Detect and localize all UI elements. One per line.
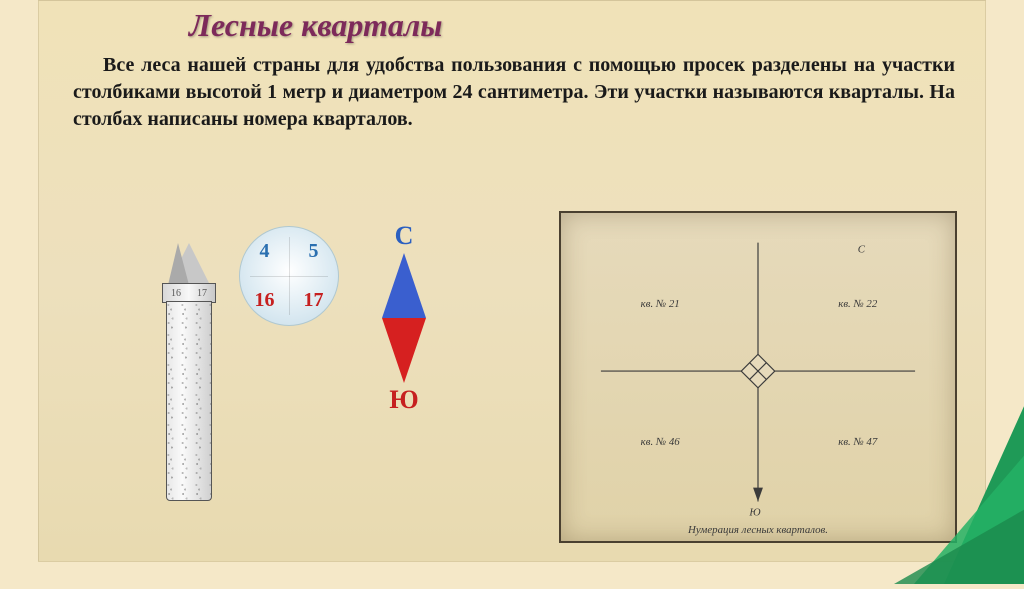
quarter-diagram: С Ю кв. № 21 кв. № 22 кв. № 46 кв. № 47 …: [559, 211, 957, 543]
diagram-q-br: кв. № 47: [838, 436, 878, 448]
circle-num-br: 17: [304, 289, 324, 312]
slide-title: Лесные кварталы: [39, 1, 985, 48]
pillar-texture: [167, 302, 211, 500]
compass-south-label: Ю: [369, 385, 439, 415]
slide-body: Все леса нашей страны для удобства польз…: [39, 48, 985, 133]
compass: С Ю: [369, 221, 439, 461]
circle-num-tl: 4: [260, 240, 270, 263]
pillar-number-band: 16 17: [162, 283, 216, 303]
pillar-cone-icon: [168, 243, 210, 285]
diagram-q-tl: кв. № 21: [641, 298, 680, 310]
slide: Лесные кварталы Все леса нашей страны дл…: [38, 0, 986, 562]
pillar-illustration: 16 17: [154, 221, 224, 511]
pillar-band-right: 17: [197, 288, 207, 299]
diagram-north: С: [858, 244, 866, 256]
compass-north-label: С: [369, 221, 439, 251]
circle-num-bl: 16: [255, 289, 275, 312]
diagram-q-bl: кв. № 46: [641, 436, 681, 448]
diagram-south: Ю: [748, 506, 760, 518]
circle-num-tr: 5: [309, 240, 319, 263]
diagram-caption: Нумерация лесных кварталов.: [687, 524, 828, 536]
quarter-number-circle: 4 5 16 17: [239, 226, 339, 326]
pillar-body: [166, 301, 212, 501]
compass-south-arrow-icon: [382, 318, 426, 383]
compass-north-arrow-icon: [382, 253, 426, 318]
pillar-band-left: 16: [171, 288, 181, 299]
diagram-q-tr: кв. № 22: [838, 298, 878, 310]
